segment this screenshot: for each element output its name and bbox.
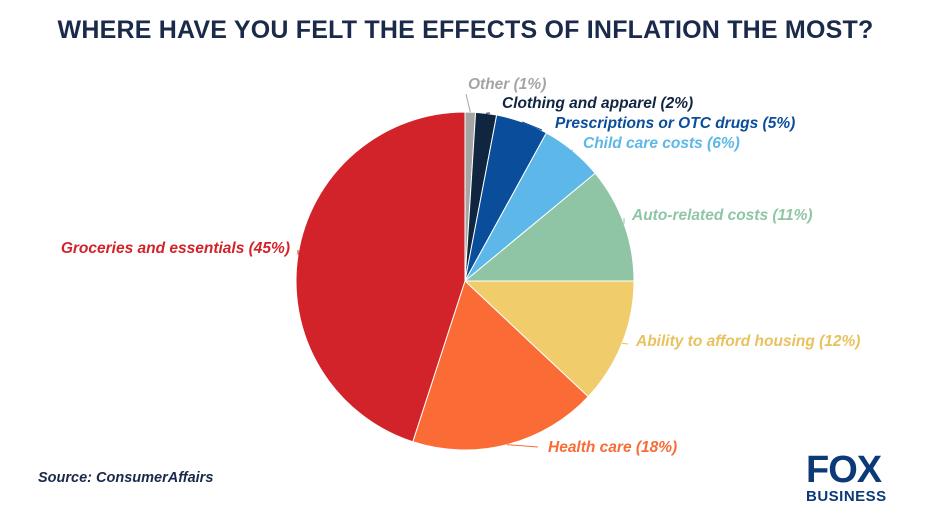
slice-label-3: Prescriptions or OTC drugs (5%) [555,115,795,132]
chart-title: WHERE HAVE YOU FELT THE EFFECTS OF INFLA… [57,16,874,44]
leader-line-1 [465,93,471,113]
leader-line-3 [522,121,543,131]
source-note: Source: ConsumerAffairs [38,470,214,486]
logo-fox-text: FOX [806,449,882,491]
slice-label-7: Health care (18%) [548,439,677,456]
slice-label-5: Auto-related costs (11%) [631,207,813,224]
fox-business-logo: FOX BUSINESS [804,449,916,510]
logo-business-text: BUSINESS [806,488,887,505]
slice-label-6: Ability to afford housing (12%) [635,333,860,350]
slice-label-2: Clothing and apparel (2%) [502,95,693,112]
leader-line-4 [571,149,574,152]
slice-label-4: Child care costs (6%) [583,135,740,152]
leader-line-6 [622,342,629,345]
slice-label-8: Groceries and essentials (45%) [61,240,290,257]
slice-label-1: Other (1%) [468,76,546,93]
leader-line-7 [506,444,539,448]
